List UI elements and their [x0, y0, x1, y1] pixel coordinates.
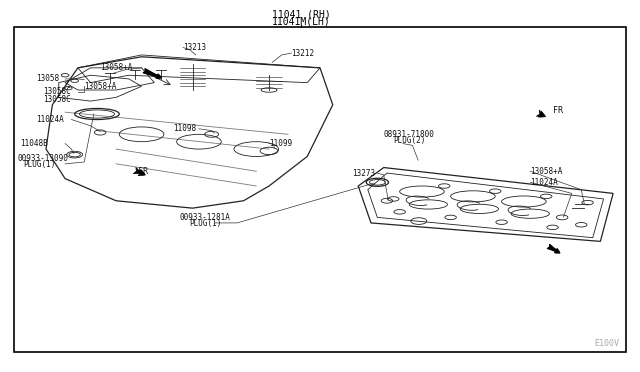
Text: 13058+A: 13058+A — [84, 82, 116, 91]
Text: 11048B: 11048B — [20, 139, 48, 148]
Text: 13212: 13212 — [291, 49, 314, 58]
Text: PLUG(1): PLUG(1) — [24, 160, 56, 169]
Text: 13058C: 13058C — [43, 95, 70, 104]
Text: PLUG(1): PLUG(1) — [189, 219, 221, 228]
Text: FR: FR — [552, 106, 563, 115]
Text: 13058+A: 13058+A — [531, 167, 563, 176]
Text: 13273: 13273 — [352, 169, 375, 177]
Text: 11098: 11098 — [173, 124, 196, 133]
Text: 13213: 13213 — [183, 43, 206, 52]
Text: 11099: 11099 — [269, 139, 292, 148]
Text: 11024A: 11024A — [36, 115, 64, 124]
Text: 13058+A: 13058+A — [100, 63, 132, 72]
Text: 13058C: 13058C — [43, 87, 70, 96]
Text: E100V: E100V — [595, 340, 620, 349]
Text: 11024A: 11024A — [531, 178, 558, 187]
Text: FR: FR — [138, 167, 148, 176]
Text: 11041 (RH): 11041 (RH) — [271, 9, 330, 19]
Text: 08931-71800: 08931-71800 — [384, 130, 435, 139]
Text: 00933-1281A: 00933-1281A — [180, 213, 230, 222]
Text: 00933-13090: 00933-13090 — [17, 154, 68, 163]
Text: 13058: 13058 — [36, 74, 60, 83]
Text: PLUG(2): PLUG(2) — [394, 136, 426, 145]
FancyBboxPatch shape — [14, 27, 626, 352]
Text: 11041M(LH): 11041M(LH) — [271, 17, 330, 27]
